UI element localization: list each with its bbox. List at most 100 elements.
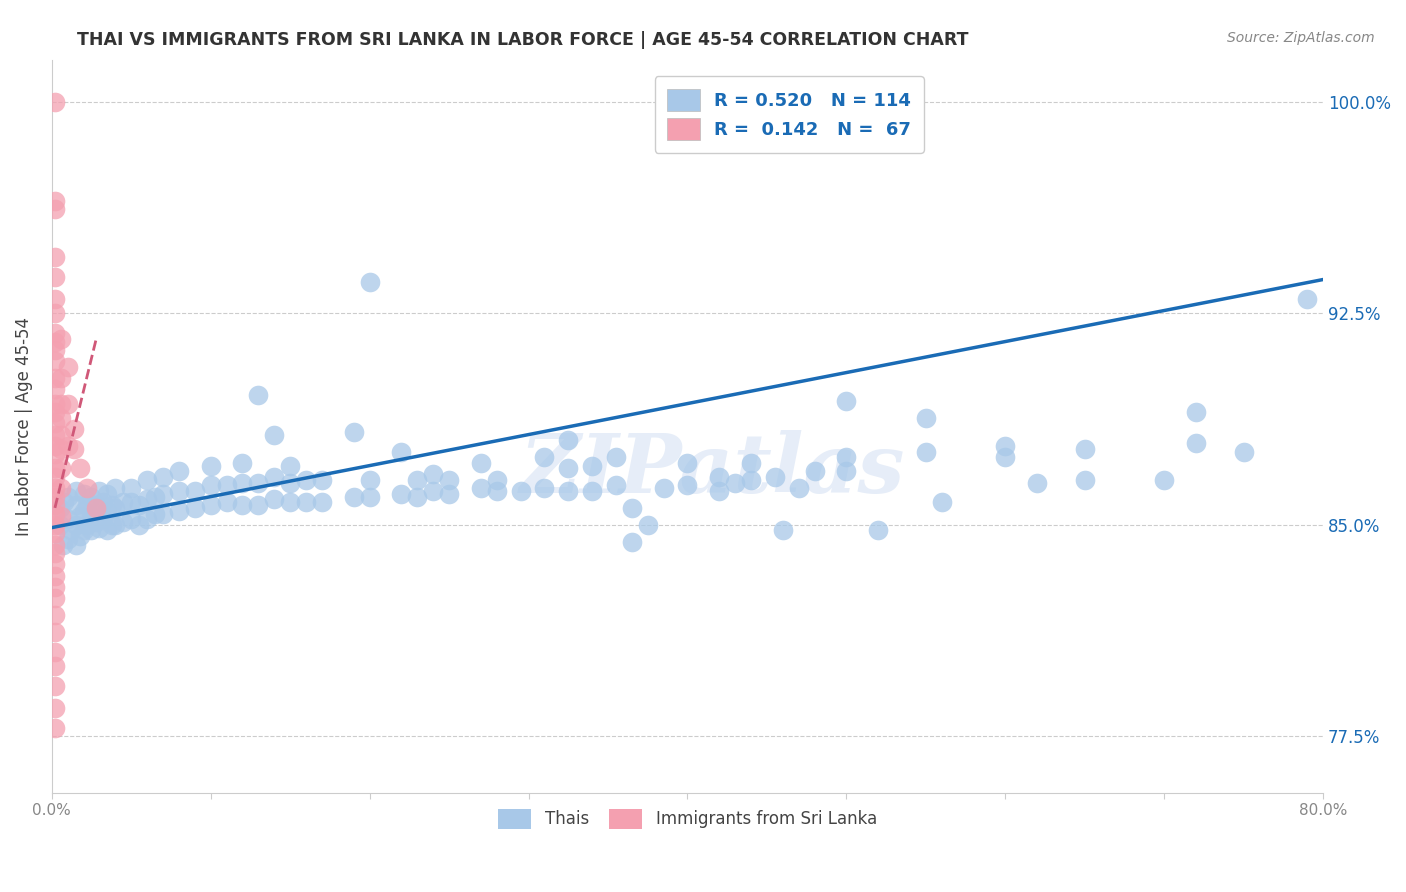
Point (51, 396, 73, 410)
Point (835, 464, 858, 478)
Point (44, 721, 66, 735)
Point (914, 410, 936, 425)
Point (51, 442, 73, 456)
Point (389, 487, 412, 501)
Point (44, 591, 66, 606)
Point (215, 495, 238, 509)
Point (44, 405, 66, 419)
Point (167, 483, 190, 498)
Point (406, 473, 429, 487)
Point (914, 444, 936, 458)
Point (1074, 473, 1097, 487)
Point (200, 478, 222, 492)
Text: ZIPatlas: ZIPatlas (520, 430, 905, 510)
Point (76, 517, 98, 532)
Text: Source: ZipAtlas.com: Source: ZipAtlas.com (1227, 31, 1375, 45)
Point (59, 524, 82, 538)
Point (278, 458, 301, 473)
Point (295, 473, 318, 487)
Point (740, 473, 762, 487)
Point (72, 487, 94, 501)
Point (763, 470, 786, 484)
Point (740, 456, 762, 470)
Point (581, 458, 603, 473)
Point (63, 422, 86, 436)
Point (65, 517, 87, 532)
Point (215, 478, 238, 492)
Point (84, 515, 107, 529)
Point (44, 498, 66, 512)
Point (152, 487, 174, 501)
Legend: Thais, Immigrants from Sri Lanka: Thais, Immigrants from Sri Lanka (491, 802, 883, 836)
Point (128, 517, 150, 532)
Point (44, 701, 66, 715)
Point (96, 524, 118, 538)
Point (56, 512, 79, 526)
Point (143, 490, 166, 504)
Point (509, 483, 531, 498)
Point (44, 624, 66, 639)
Point (620, 500, 643, 515)
Point (72, 504, 94, 518)
Point (1185, 405, 1208, 419)
Point (84, 500, 107, 515)
Point (69, 461, 91, 475)
Point (868, 524, 890, 538)
Point (485, 473, 508, 487)
Point (44, 558, 66, 572)
Y-axis label: In Labor Force | Age 45-54: In Labor Force | Age 45-54 (15, 317, 32, 535)
Point (637, 517, 659, 532)
Point (52, 537, 75, 551)
Point (263, 470, 285, 484)
Point (231, 475, 253, 490)
Point (406, 490, 429, 504)
Point (53, 495, 76, 509)
Point (44, 645, 66, 659)
Point (51, 410, 73, 425)
Point (709, 483, 731, 498)
Point (470, 456, 492, 470)
Point (44, 292, 66, 306)
Point (44, 306, 66, 320)
Point (152, 470, 174, 484)
Point (91, 495, 114, 509)
Point (359, 276, 381, 290)
Point (143, 507, 166, 521)
Point (63, 442, 86, 456)
Point (44, 95, 66, 109)
Point (44, 507, 66, 521)
Point (44, 427, 66, 442)
Point (263, 492, 285, 507)
Point (437, 473, 460, 487)
Point (200, 458, 222, 473)
Point (84, 498, 107, 512)
Point (200, 498, 222, 512)
Point (112, 515, 135, 529)
Point (581, 483, 603, 498)
Point (104, 481, 127, 495)
Point (247, 475, 270, 490)
Point (44, 470, 66, 484)
Point (44, 250, 66, 264)
Point (44, 326, 66, 340)
Point (44, 439, 66, 453)
Point (120, 495, 142, 509)
Point (557, 434, 579, 448)
Point (80, 490, 103, 504)
Point (359, 490, 381, 504)
Point (89, 483, 111, 498)
Point (152, 507, 174, 521)
Point (56, 359, 79, 374)
Point (136, 473, 159, 487)
Point (1185, 436, 1208, 450)
Point (136, 492, 159, 507)
Point (787, 481, 810, 495)
Point (96, 487, 118, 501)
Point (343, 425, 366, 439)
Point (44, 490, 66, 504)
Point (44, 447, 66, 461)
Point (89, 504, 111, 518)
Point (311, 495, 333, 509)
Point (676, 478, 699, 492)
Point (263, 427, 285, 442)
